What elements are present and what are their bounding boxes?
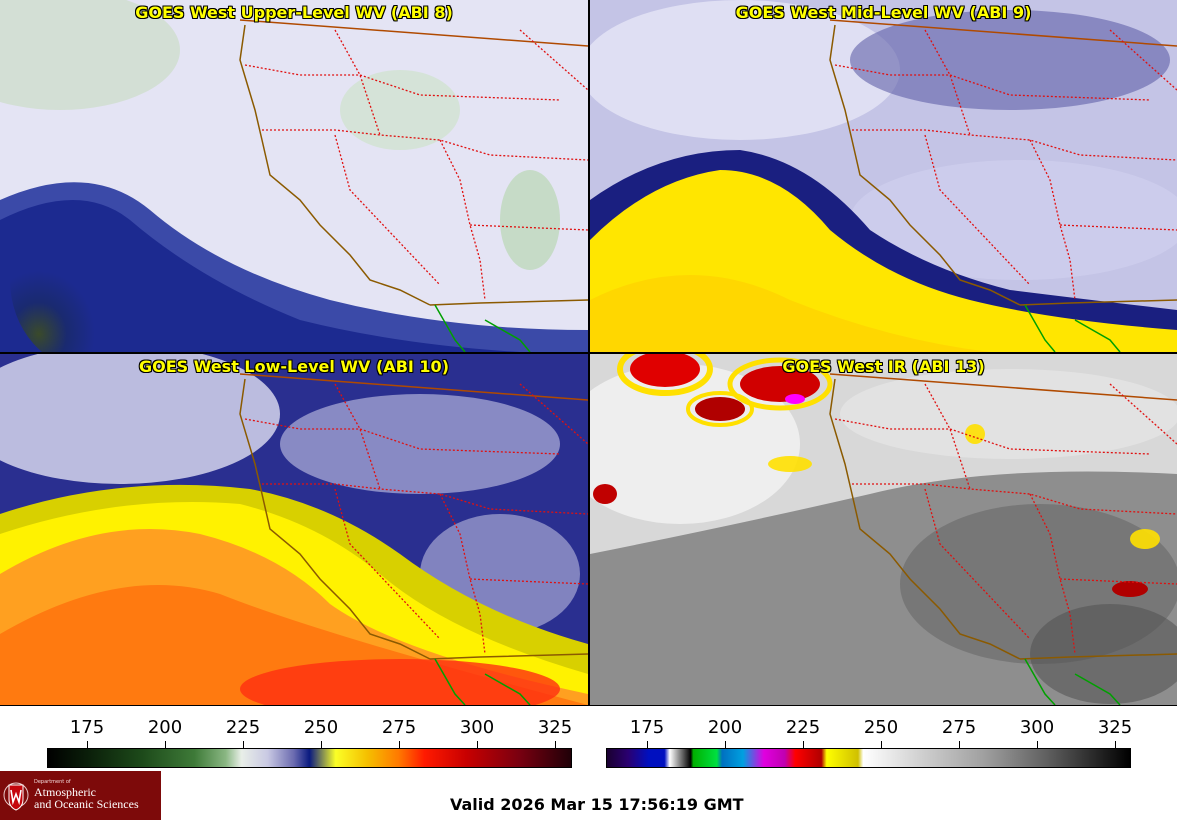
wv-tick-mark xyxy=(321,741,322,748)
wv-tick-mark xyxy=(555,741,556,748)
ir-tick-label: 200 xyxy=(707,717,743,738)
low-level-wv-panel: GOES West Low-Level WV (ABI 10) xyxy=(0,354,588,705)
wv-colorbar-ticks: 175 200 225 250 275 300 325 xyxy=(0,717,588,741)
ir-tick-label: 275 xyxy=(941,717,977,738)
wv-colorbar xyxy=(47,748,572,768)
mid-level-wv-panel: GOES West Mid-Level WV (ABI 9) xyxy=(590,0,1177,352)
upper-level-wv-image xyxy=(0,0,588,352)
ir-tick-label: 225 xyxy=(785,717,821,738)
ir-panel: GOES West IR (ABI 13) xyxy=(590,354,1177,705)
wv-tick-label: 275 xyxy=(381,717,417,738)
ir-tick-label: 325 xyxy=(1097,717,1133,738)
ir-tick-label: 175 xyxy=(629,717,665,738)
wv-tick-mark xyxy=(87,741,88,748)
ir-tick-mark xyxy=(1037,741,1038,748)
wv-tick-mark xyxy=(243,741,244,748)
wv-tick-label: 225 xyxy=(225,717,261,738)
panel-divider-bottom xyxy=(0,705,1177,706)
wv-tick-label: 300 xyxy=(459,717,495,738)
wv-tick-label: 250 xyxy=(303,717,339,738)
ir-tick-mark xyxy=(803,741,804,748)
mid-level-wv-title: GOES West Mid-Level WV (ABI 9) xyxy=(735,3,1032,22)
logo-department: Department of xyxy=(34,779,71,785)
ir-colorbar-ticks: 175 200 225 250 275 300 325 xyxy=(0,717,1177,741)
wv-tick-mark xyxy=(399,741,400,748)
ir-tick-mark xyxy=(881,741,882,748)
logo-line2: and Oceanic Sciences xyxy=(34,797,139,811)
panel-divider-horizontal xyxy=(0,352,1177,354)
upper-level-wv-title: GOES West Upper-Level WV (ABI 8) xyxy=(135,3,453,22)
uw-crest-icon xyxy=(3,782,29,811)
upper-level-wv-panel: GOES West Upper-Level WV (ABI 8) xyxy=(0,0,588,352)
ir-title: GOES West IR (ABI 13) xyxy=(782,357,985,376)
ir-tick-label: 300 xyxy=(1019,717,1055,738)
ir-tick-label: 250 xyxy=(863,717,899,738)
valid-time: Valid 2026 Mar 15 17:56:19 GMT xyxy=(450,795,744,814)
wv-tick-mark xyxy=(477,741,478,748)
logo-line1: Atmospheric xyxy=(34,785,96,799)
ir-tick-mark xyxy=(647,741,648,748)
ir-tick-mark xyxy=(959,741,960,748)
ir-tick-mark xyxy=(725,741,726,748)
ir-image xyxy=(590,354,1177,705)
low-level-wv-title: GOES West Low-Level WV (ABI 10) xyxy=(138,357,449,376)
ir-colorbar xyxy=(606,748,1131,768)
low-level-wv-image xyxy=(0,354,588,705)
wv-tick-label: 325 xyxy=(537,717,573,738)
wv-tick-mark xyxy=(165,741,166,748)
mid-level-wv-image xyxy=(590,0,1177,352)
wv-tick-label: 175 xyxy=(69,717,105,738)
aos-logo: Department of Atmospheric and Oceanic Sc… xyxy=(0,771,161,820)
ir-tick-mark xyxy=(1115,741,1116,748)
wv-tick-label: 200 xyxy=(147,717,183,738)
